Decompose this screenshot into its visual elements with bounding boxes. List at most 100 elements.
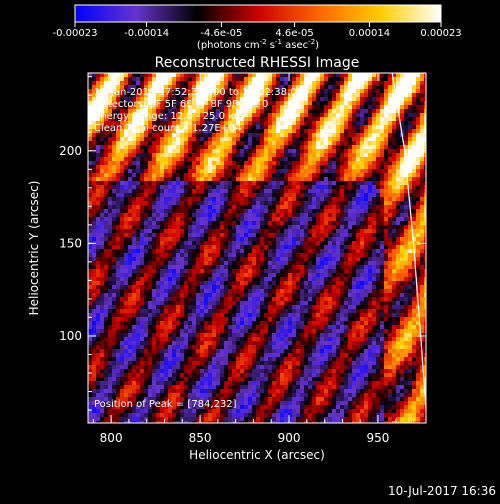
heatmap-cell [168, 77, 173, 82]
heatmap-cell [244, 253, 249, 258]
heatmap-cell [240, 325, 245, 330]
heatmap-cell [244, 373, 249, 378]
heatmap-cell [152, 361, 157, 366]
heatmap-cell [304, 281, 309, 286]
heatmap-cell [172, 273, 177, 278]
heatmap-cell [300, 205, 305, 210]
heatmap-cell [164, 137, 169, 142]
heatmap-cell [308, 225, 313, 230]
heatmap-cell [100, 145, 105, 150]
heatmap-cell [192, 377, 197, 382]
heatmap-cell [184, 225, 189, 230]
heatmap-cell [100, 261, 105, 266]
heatmap-cell [308, 289, 313, 294]
heatmap-cell [120, 417, 125, 422]
heatmap-cell [248, 345, 253, 350]
heatmap-cell [224, 221, 229, 226]
heatmap-cell [244, 77, 249, 82]
heatmap-cell [240, 181, 245, 186]
heatmap-cell [168, 289, 173, 294]
heatmap-cell [248, 185, 253, 190]
heatmap-cell [168, 345, 173, 350]
heatmap-cell [244, 313, 249, 318]
heatmap-cell [96, 381, 101, 386]
heatmap-cell [96, 273, 101, 278]
heatmap-cell [244, 141, 249, 146]
heatmap-cell [236, 265, 241, 270]
heatmap-cell [252, 373, 257, 378]
heatmap-cell [108, 381, 113, 386]
heatmap-cell [116, 389, 121, 394]
heatmap-cell [168, 353, 173, 358]
heatmap-cell [264, 145, 269, 150]
heatmap-cell [92, 197, 97, 202]
heatmap-cell [236, 181, 241, 186]
heatmap-cell [184, 209, 189, 214]
heatmap-cell [252, 381, 257, 386]
heatmap-cell [264, 261, 269, 266]
heatmap-cell [296, 413, 301, 418]
heatmap-cell [204, 233, 209, 238]
heatmap-cell [300, 289, 305, 294]
heatmap-cell [200, 277, 205, 282]
heatmap-cell [304, 337, 309, 342]
heatmap-cell [276, 233, 281, 238]
heatmap-cell [228, 193, 233, 198]
heatmap-cell [172, 413, 177, 418]
heatmap-cell [300, 177, 305, 182]
heatmap-cell [224, 197, 229, 202]
heatmap-cell [228, 205, 233, 210]
heatmap-cell [308, 337, 313, 342]
heatmap-cell [104, 261, 109, 266]
heatmap-cell [252, 125, 257, 130]
heatmap-cell [296, 73, 301, 78]
heatmap-cell [280, 269, 285, 274]
heatmap-cell [284, 209, 289, 214]
heatmap-cell [240, 221, 245, 226]
heatmap-cell [288, 273, 293, 278]
heatmap-cell [300, 401, 305, 406]
heatmap-cell [308, 345, 313, 350]
heatmap-cell [196, 249, 201, 254]
heatmap-cell [212, 413, 217, 418]
heatmap-cell [220, 417, 225, 422]
heatmap-cell [308, 189, 313, 194]
heatmap-cell [144, 177, 149, 182]
heatmap-cell [124, 269, 129, 274]
heatmap-cell [308, 417, 313, 422]
heatmap-cell [296, 365, 301, 370]
heatmap-cell [252, 73, 257, 78]
heatmap-cell [292, 253, 297, 258]
heatmap-cell [208, 177, 213, 182]
heatmap-cell [244, 305, 249, 310]
heatmap-cell [208, 169, 213, 174]
heatmap-cell [212, 221, 217, 226]
heatmap-cell [132, 153, 137, 158]
heatmap-cell [288, 357, 293, 362]
heatmap-cell [236, 177, 241, 182]
heatmap-cell [212, 337, 217, 342]
heatmap-cell [108, 265, 113, 270]
heatmap-cell [248, 285, 253, 290]
heatmap-cell [288, 321, 293, 326]
heatmap-cell [224, 341, 229, 346]
heatmap-cell [204, 297, 209, 302]
heatmap-cell [128, 77, 133, 82]
heatmap-cell [272, 117, 277, 122]
heatmap-cell [268, 405, 273, 410]
heatmap-cell [148, 309, 153, 314]
heatmap-cell [272, 229, 277, 234]
heatmap-cell [152, 145, 157, 150]
heatmap-cell [164, 389, 169, 394]
heatmap-cell [276, 145, 281, 150]
heatmap-cell [296, 265, 301, 270]
heatmap-cell [276, 313, 281, 318]
heatmap-cell [96, 173, 101, 178]
heatmap-cell [280, 373, 285, 378]
heatmap-cell [292, 137, 297, 142]
heatmap-cell [244, 353, 249, 358]
heatmap-cell [152, 269, 157, 274]
heatmap-cell [308, 321, 313, 326]
heatmap-cell [188, 285, 193, 290]
heatmap-cell [292, 277, 297, 282]
